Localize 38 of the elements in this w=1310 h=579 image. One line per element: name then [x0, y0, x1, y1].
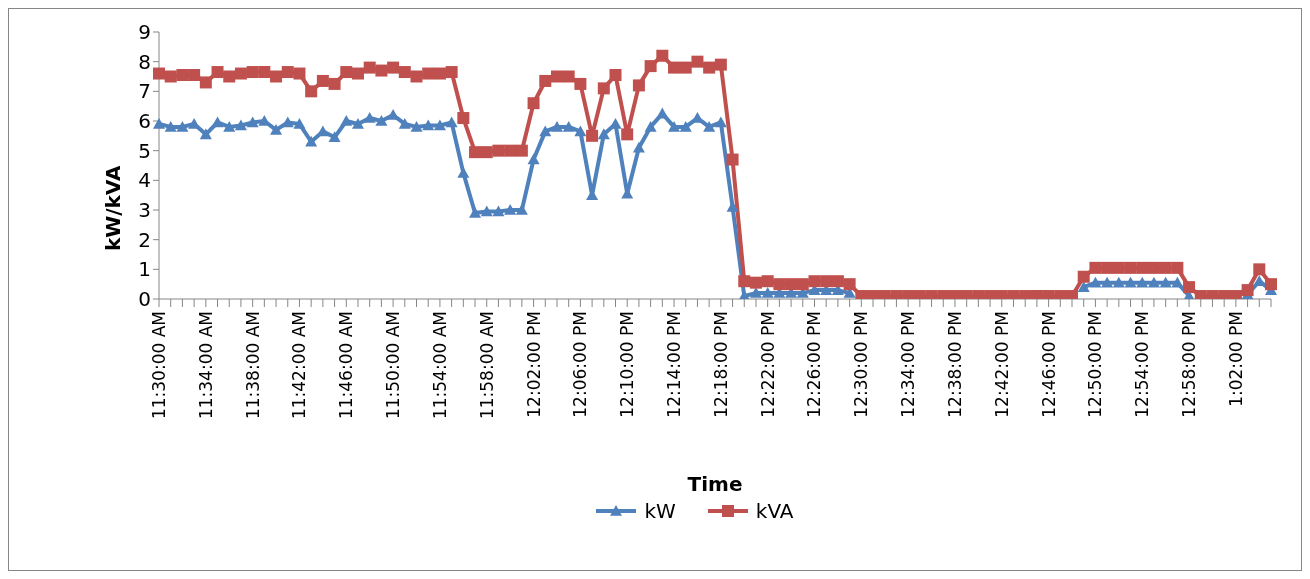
- y-tick-label: 4: [138, 168, 151, 193]
- x-tick-label: 12:18:00 PM: [710, 311, 731, 418]
- x-tick-label: 12:26:00 PM: [804, 311, 825, 418]
- y-tick-label: 3: [138, 198, 151, 223]
- x-tick-label: 11:34:00 AM: [195, 311, 216, 420]
- x-tick-label: 11:58:00 AM: [476, 311, 497, 420]
- x-tick-label: 11:50:00 AM: [383, 311, 404, 420]
- y-tick-label: 8: [138, 49, 151, 74]
- x-tick-label: 12:30:00 PM: [851, 311, 872, 418]
- y-tick-label: 6: [138, 109, 151, 134]
- x-tick-label: 12:42:00 PM: [991, 311, 1012, 418]
- y-axis-title: kW/kVA: [101, 164, 126, 252]
- x-tick-label: 11:30:00 AM: [149, 311, 169, 420]
- x-tick-label: 11:38:00 AM: [242, 311, 263, 420]
- x-tick-label: 12:14:00 PM: [664, 311, 685, 418]
- x-tick-label: 12:02:00 PM: [523, 311, 544, 418]
- x-tick-label: 12:54:00 PM: [1132, 311, 1153, 418]
- x-tick-label: 12:06:00 PM: [570, 311, 591, 418]
- y-tick-label: 5: [138, 138, 151, 163]
- x-tick-label: 12:50:00 PM: [1085, 311, 1106, 418]
- y-tick-label: 7: [138, 79, 151, 104]
- y-tick-label: 9: [138, 20, 151, 45]
- x-tick-label: 12:58:00 PM: [1179, 311, 1200, 418]
- legend-label: kVA: [755, 499, 794, 523]
- y-tick-label: 2: [138, 227, 151, 252]
- x-tick-label: 12:10:00 PM: [617, 311, 638, 418]
- y-tick-label: 1: [138, 257, 151, 282]
- x-tick-label: 12:34:00 PM: [898, 311, 919, 418]
- x-axis-title: Time: [687, 472, 743, 496]
- x-tick-label: 11:46:00 AM: [336, 311, 357, 420]
- legend-label: kW: [644, 499, 676, 523]
- y-tick-label: 0: [138, 287, 151, 312]
- x-tick-label: 12:46:00 PM: [1038, 311, 1059, 418]
- x-tick-label: 12:38:00 PM: [944, 311, 965, 418]
- x-tick-label: 11:54:00 AM: [429, 311, 450, 420]
- x-tick-label: 12:22:00 PM: [757, 311, 778, 418]
- x-tick-label: 1:02:00 PM: [1225, 311, 1246, 407]
- x-tick-label: 11:42:00 AM: [289, 311, 310, 420]
